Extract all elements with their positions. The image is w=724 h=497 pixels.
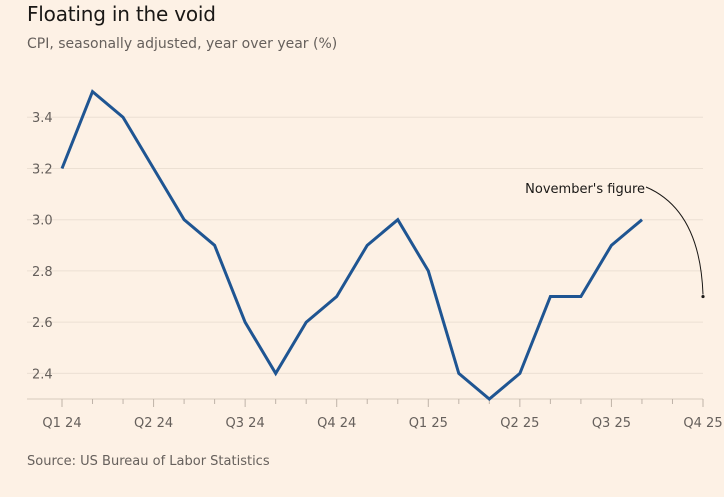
y-tick-label: 2.6: [32, 316, 53, 331]
x-tick-label: Q4 25: [683, 416, 722, 431]
series-layer: [60, 89, 643, 401]
x-tick-label: Q2 25: [500, 416, 539, 431]
x-tick-label: Q1 25: [409, 416, 448, 431]
y-tick-label: 3.0: [32, 214, 53, 229]
x-tick-label: Q1 24: [42, 416, 81, 431]
y-tick-label: 3.2: [32, 162, 53, 177]
x-tick-label: Q3 25: [592, 416, 631, 431]
x-tick-label: Q2 24: [134, 416, 173, 431]
chart-subtitle: CPI, seasonally adjusted, year over year…: [27, 36, 338, 52]
y-tick-label: 2.4: [32, 367, 53, 382]
y-tick-label: 2.8: [32, 265, 53, 280]
series-line-cpi: [60, 89, 643, 401]
november-point-marker: [701, 294, 705, 299]
y-tick-label: 3.4: [32, 111, 53, 126]
annotation-arrow: [645, 186, 704, 295]
annotation-label: November's figure: [525, 182, 645, 197]
source-note: Source: US Bureau of Labor Statistics: [27, 454, 270, 469]
x-tick-label: Q3 24: [226, 416, 265, 431]
chart-title: Floating in the void: [27, 2, 216, 26]
grid-layer: [27, 116, 703, 400]
x-axis: Q1 24 Q2 24 Q3 24 Q4 24 Q1 25 Q2 25 Q3 25 Q4 25: [42, 399, 723, 431]
x-tick-label: Q4 24: [317, 416, 356, 431]
y-axis: 2.4 2.6 2.8 3.0 3.2 3.4: [32, 111, 53, 382]
annotation-layer: November's figure: [525, 182, 705, 299]
